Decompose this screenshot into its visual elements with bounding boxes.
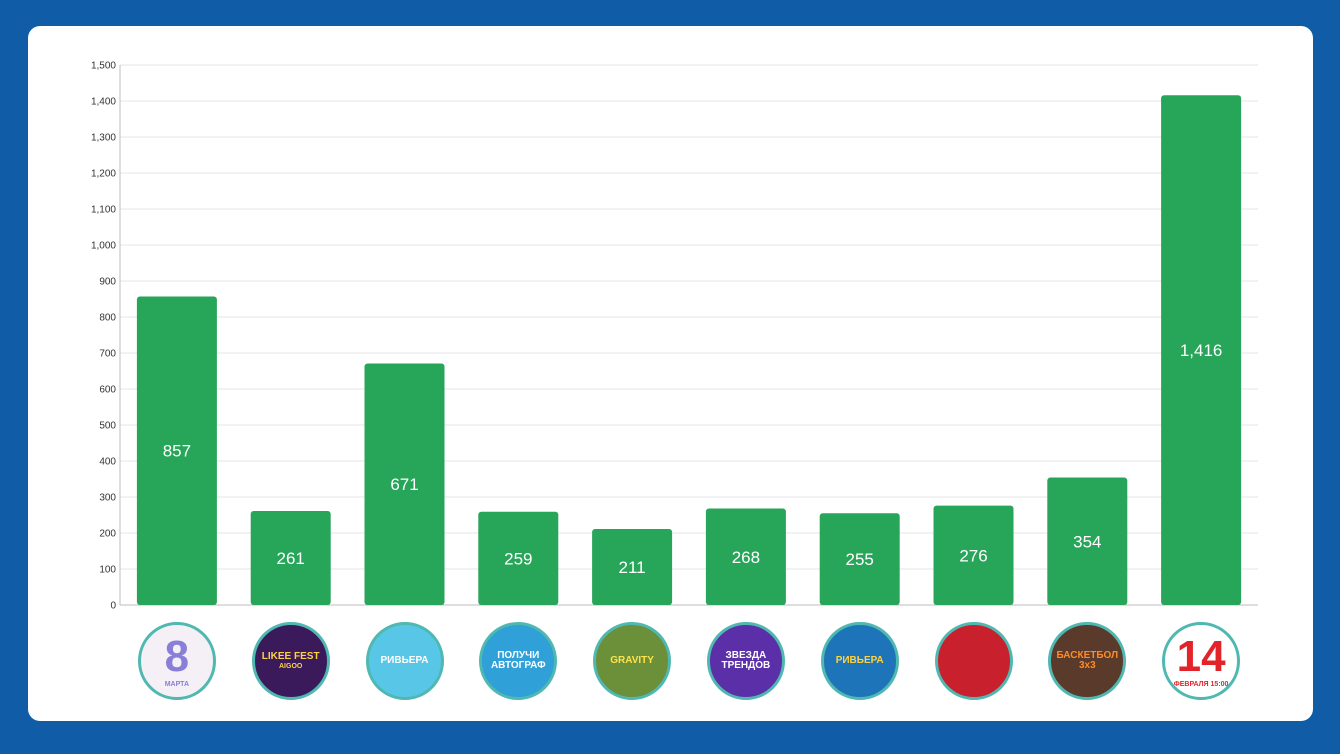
event-thumbnail: 8 МАРТА <box>137 622 216 700</box>
event-thumbnail: 14 ФЕВРАЛЯ 15:00 <box>1162 622 1241 700</box>
y-tick-label: 1,100 <box>91 205 116 216</box>
y-tick-label: 700 <box>99 349 116 360</box>
event-thumbnail: GRAVITY <box>593 622 672 700</box>
y-tick-label: 300 <box>99 493 116 504</box>
bar-value-label: 259 <box>504 549 532 568</box>
bar-value-label: 276 <box>959 546 987 565</box>
thumbnail-title: ЗВЕЗДА ТРЕНДОВ <box>721 649 771 671</box>
thumbnail-title: РИВЬЕРА <box>835 654 884 666</box>
bar <box>1047 477 1128 605</box>
thumbnail-title: 14 <box>1176 631 1226 681</box>
y-tick-label: 1,000 <box>91 241 116 252</box>
event-thumbnail: ЗВЕЗДА ТРЕНДОВ <box>706 622 785 700</box>
y-tick-label: 1,500 <box>91 61 116 72</box>
event-thumbnail: БАСКЕТБОЛ 3x3 <box>1048 622 1127 700</box>
bar <box>592 529 673 605</box>
event-thumbnail: ПОЛУЧИ АВТОГРАФ <box>479 622 558 700</box>
thumbnail-artwork: 14 ФЕВРАЛЯ 15:00 <box>1173 631 1229 689</box>
bar <box>1161 95 1242 606</box>
bar <box>250 511 331 605</box>
thumbnail-artwork: ПОЛУЧИ АВТОГРАФ <box>482 649 554 672</box>
event-thumbnail: РИВЬЕРА <box>820 622 899 700</box>
thumbnail-artwork: РИВЬЕРА <box>380 654 429 667</box>
thumbnail-title: LIKEE FEST <box>261 650 320 662</box>
thumbnail-title: ПОЛУЧИ АВТОГРАФ <box>490 649 546 671</box>
bar-chart: 0 100 200 300 400 500 600 700 800 900 1,000 1,100 1,… <box>91 61 1258 612</box>
chart-card: 0 100 200 300 400 500 600 700 800 900 1,000 1,100 1,… <box>28 26 1313 721</box>
y-tick-label: 100 <box>99 565 116 576</box>
bar-value-label: 671 <box>390 475 418 494</box>
event-thumbnail: LIKEE FEST AIGOO <box>251 622 330 700</box>
y-tick-label: 1,400 <box>91 97 116 108</box>
bar-value-label: 1,416 <box>1180 341 1223 360</box>
y-tick-label: 0 <box>110 601 116 612</box>
thumbnail-artwork: ЗВЕЗДА ТРЕНДОВ <box>710 649 782 672</box>
y-tick-label: 200 <box>99 529 116 540</box>
y-tick-label: 600 <box>99 385 116 396</box>
bar-value-label: 261 <box>277 549 305 568</box>
bar <box>705 508 786 605</box>
y-tick-label: 800 <box>99 313 116 324</box>
thumbnail-artwork: LIKEE FEST AIGOO <box>261 650 320 671</box>
y-tick-label: 1,200 <box>91 169 116 180</box>
bar <box>819 513 900 605</box>
bar <box>478 511 559 605</box>
thumbnail-artwork: РИВЬЕРА <box>835 654 884 667</box>
y-tick-label: 1,300 <box>91 133 116 144</box>
bar <box>933 505 1014 605</box>
thumbnail-title: БАСКЕТБОЛ 3x3 <box>1056 649 1119 671</box>
thumbnail-caption: МАРТА <box>164 680 190 688</box>
y-tick-label: 400 <box>99 457 116 468</box>
thumbnail-caption: ФЕВРАЛЯ 15:00 <box>1173 680 1229 688</box>
event-thumbnail <box>934 622 1013 700</box>
thumbnail-artwork: БАСКЕТБОЛ 3x3 <box>1051 649 1123 672</box>
bar-value-label: 268 <box>732 548 760 567</box>
y-tick-label: 500 <box>99 421 116 432</box>
thumbnail-caption: AIGOO <box>279 663 303 671</box>
bar <box>136 296 217 605</box>
y-tick-label: 900 <box>99 277 116 288</box>
thumbnail-title: 8 <box>164 631 190 681</box>
thumbnail-artwork: 8 МАРТА <box>164 631 190 689</box>
bar-value-label: 354 <box>1073 532 1101 551</box>
thumbnail-artwork: GRAVITY <box>610 654 654 667</box>
bar-value-label: 211 <box>619 558 646 577</box>
bar-value-label: 857 <box>163 442 191 461</box>
thumbnail-title: РИВЬЕРА <box>380 654 429 666</box>
bar <box>364 363 445 605</box>
bar-value-label: 255 <box>846 550 874 569</box>
event-thumbnail: РИВЬЕРА <box>365 622 444 700</box>
thumbnail-title: GRAVITY <box>610 654 654 666</box>
